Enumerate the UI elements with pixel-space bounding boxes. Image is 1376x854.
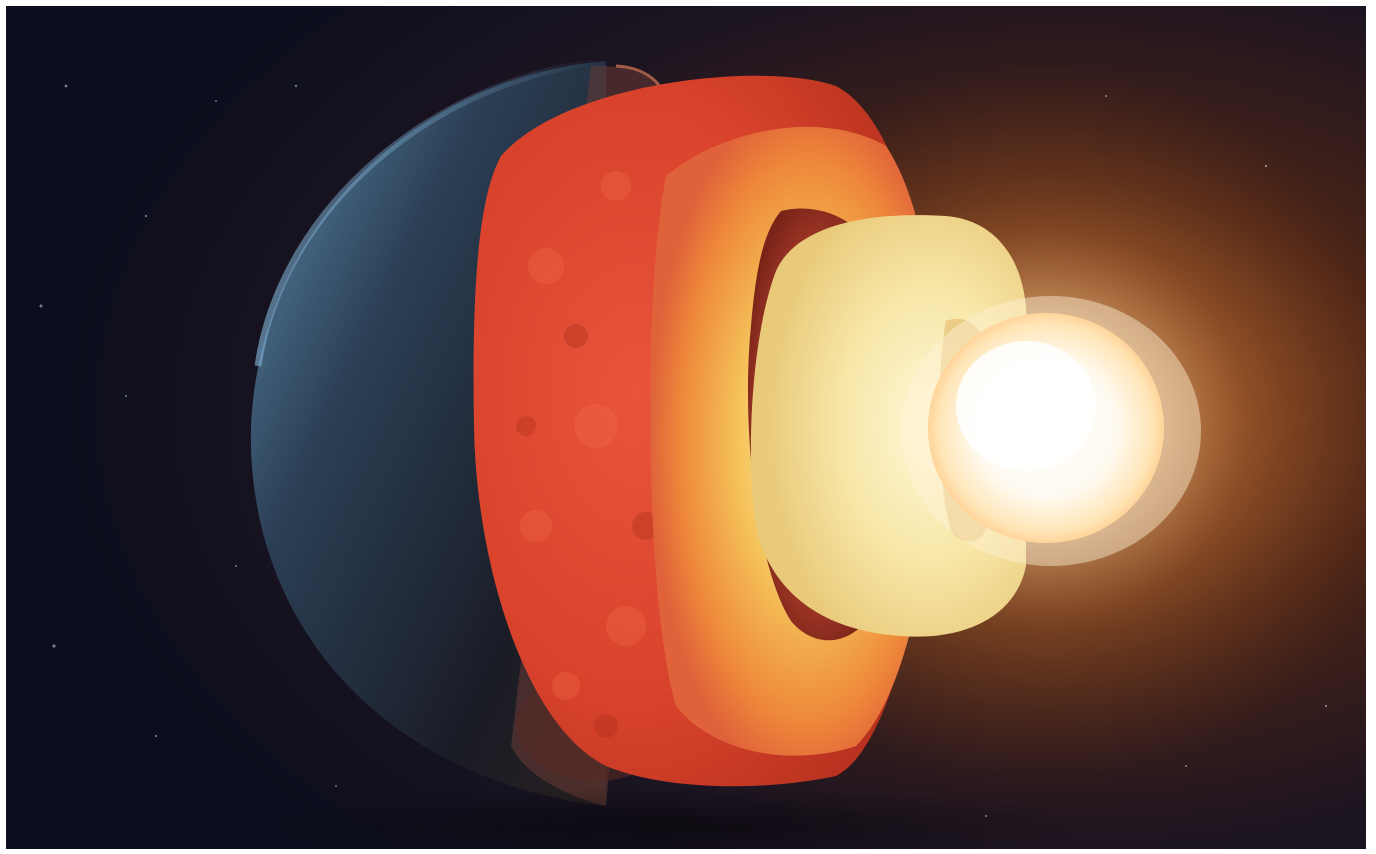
bottom-shadow <box>266 786 1106 849</box>
photo-frame <box>6 6 1366 849</box>
stars <box>39 84 1328 818</box>
earth-cutaway-illustration <box>6 6 1366 849</box>
inner-core <box>901 296 1201 566</box>
